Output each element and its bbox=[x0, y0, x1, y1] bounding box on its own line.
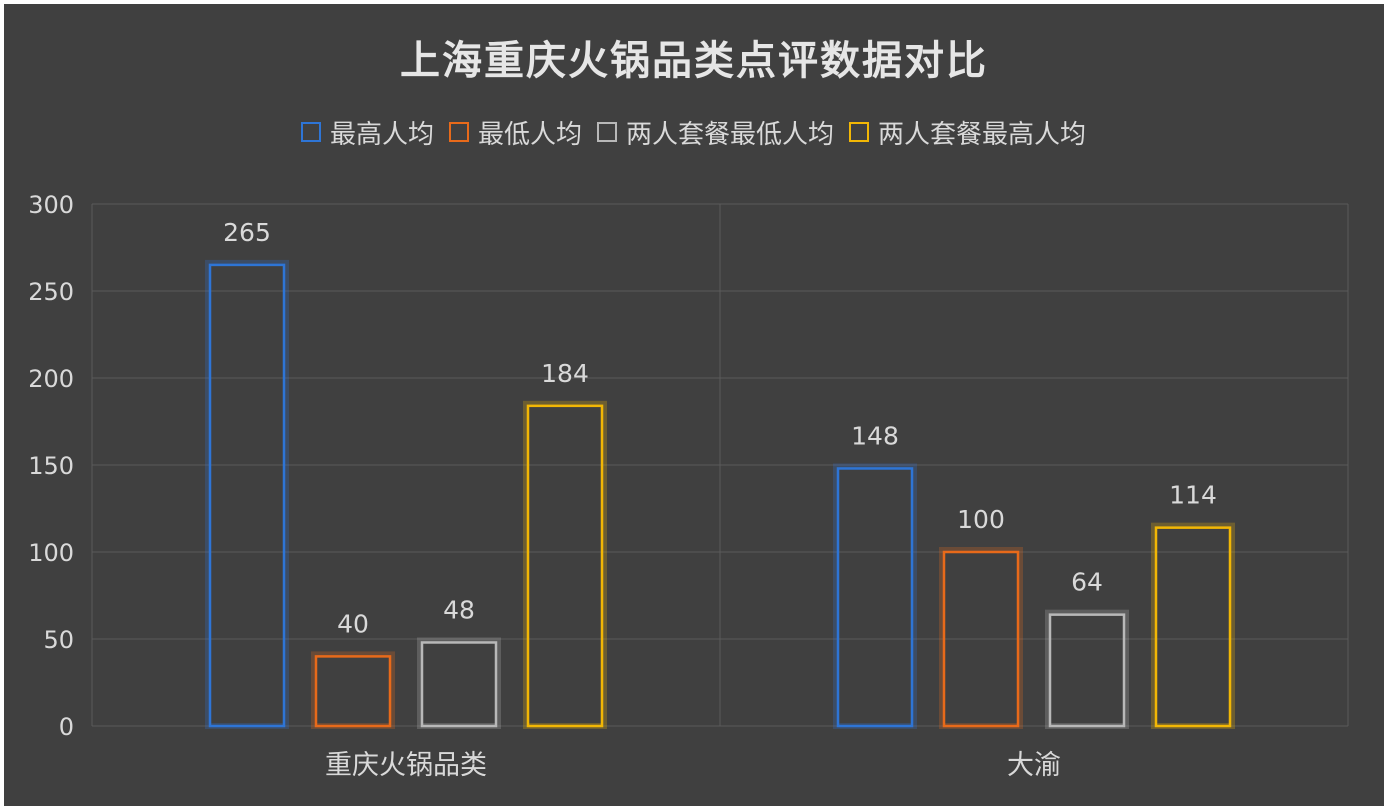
legend-swatch bbox=[449, 122, 469, 142]
axes: 0 50 100 150 200 250 300 重庆火锅品类 大渝 bbox=[28, 191, 1061, 781]
legend-label: 最低人均 bbox=[478, 120, 582, 150]
bar-glow bbox=[939, 547, 1023, 729]
bar-0-2 bbox=[420, 641, 498, 728]
data-label: 40 bbox=[337, 609, 369, 638]
bar-glow bbox=[417, 637, 501, 729]
y-tick-label: 150 bbox=[28, 452, 74, 480]
data-label: 148 bbox=[851, 421, 899, 450]
bar-1-0 bbox=[836, 467, 914, 728]
x-category-label: 重庆火锅品类 bbox=[325, 750, 487, 781]
bar-glow bbox=[523, 400, 607, 729]
bar-glow bbox=[1045, 609, 1129, 730]
legend-label: 最高人均 bbox=[330, 120, 434, 150]
data-label: 184 bbox=[541, 359, 589, 388]
legend-swatch bbox=[301, 122, 321, 142]
data-label: 100 bbox=[957, 505, 1005, 534]
bar-glow bbox=[205, 259, 289, 729]
bar-glow bbox=[833, 463, 917, 729]
y-tick-label: 200 bbox=[28, 365, 74, 393]
bar-1-2 bbox=[1048, 613, 1126, 728]
y-tick-label: 250 bbox=[28, 278, 74, 306]
chart-title: 上海重庆火锅品类点评数据对比 bbox=[400, 38, 988, 84]
bar-1-3 bbox=[1154, 526, 1232, 728]
legend-label: 两人套餐最高人均 bbox=[878, 120, 1086, 150]
legend-label: 两人套餐最低人均 bbox=[626, 120, 834, 150]
y-tick-label: 300 bbox=[28, 191, 74, 219]
data-label: 114 bbox=[1169, 481, 1217, 510]
bar-chart: 最高人均 最低人均 两人套餐最低人均 两人套餐最高人均 0 50 100 150 200 250… bbox=[28, 120, 1349, 781]
bar-1-1 bbox=[942, 550, 1020, 728]
bar-glow bbox=[311, 651, 395, 730]
data-labels: 265 40 48 184 148 100 64 114 bbox=[223, 218, 1217, 639]
legend: 最高人均 最低人均 两人套餐最低人均 两人套餐最高人均 bbox=[301, 120, 1086, 150]
legend-swatch bbox=[849, 122, 869, 142]
y-tick-label: 0 bbox=[59, 713, 74, 741]
bar-0-1 bbox=[314, 655, 392, 728]
bar-0-3 bbox=[526, 404, 604, 728]
bar-glow bbox=[1151, 522, 1235, 730]
data-label: 48 bbox=[443, 595, 475, 624]
x-category-label: 大渝 bbox=[1007, 750, 1061, 781]
gridlines bbox=[91, 203, 1349, 727]
data-label: 64 bbox=[1071, 568, 1103, 597]
bar-0-0 bbox=[208, 263, 286, 728]
legend-swatch bbox=[597, 122, 617, 142]
y-tick-label: 50 bbox=[43, 626, 74, 654]
chart-frame: 上海重庆火锅品类点评数据对比 最高人均 最低人均 两人套餐最低人均 两人套餐最高人均 … bbox=[4, 4, 1384, 806]
y-tick-label: 100 bbox=[28, 539, 74, 567]
data-label: 265 bbox=[223, 218, 271, 247]
bars bbox=[205, 259, 1235, 730]
